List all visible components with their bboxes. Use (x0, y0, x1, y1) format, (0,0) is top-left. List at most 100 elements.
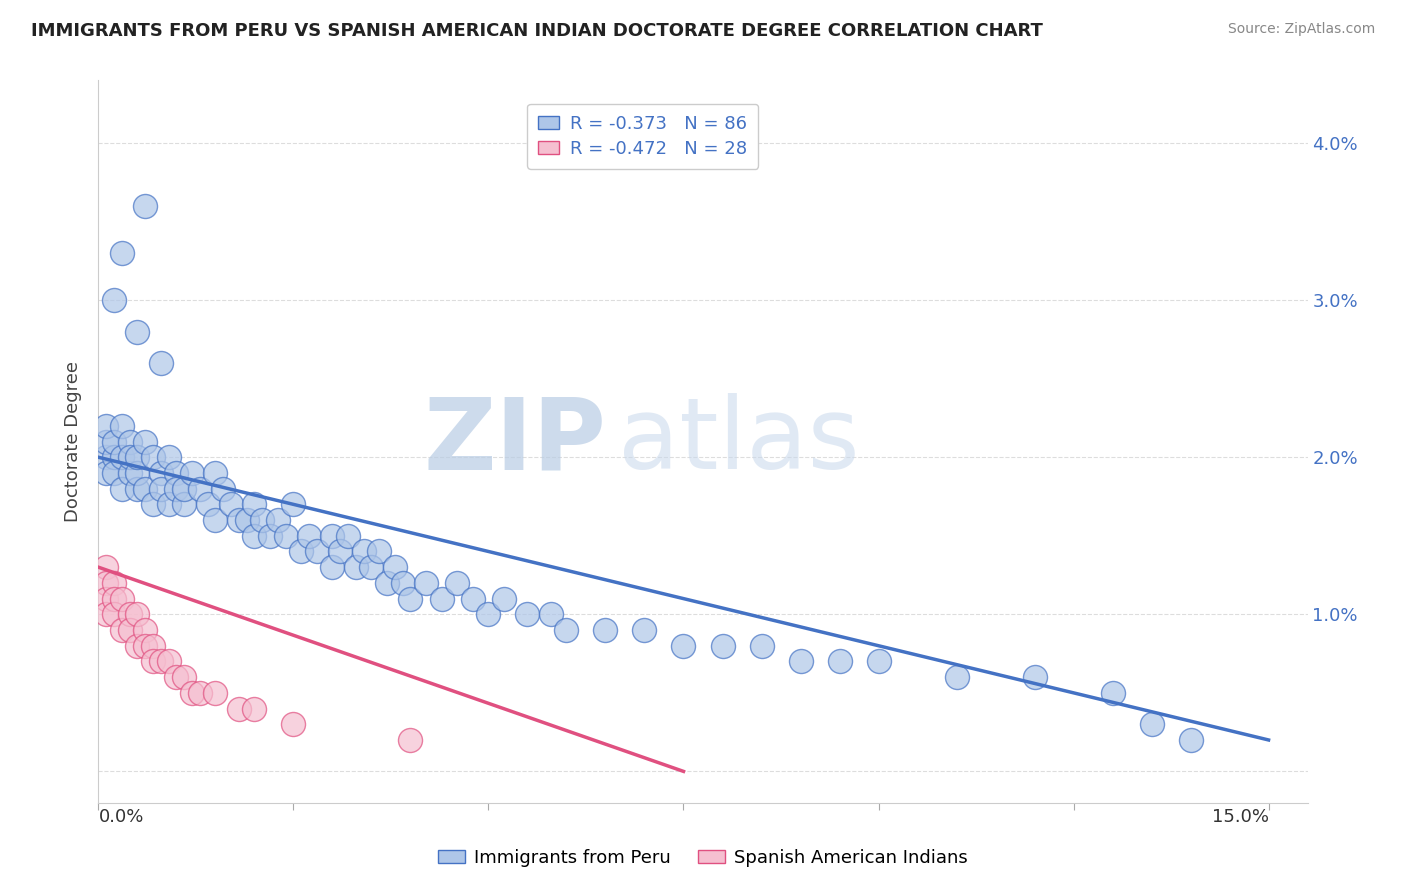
Point (305, 544, 328, 558)
Point (212, 482, 235, 496)
Point (118, 623, 141, 637)
Point (415, 575, 437, 590)
Point (142, 655, 165, 669)
Point (96, 466, 118, 480)
Point (149, 466, 172, 480)
Point (127, 607, 149, 622)
Point (1140, 717, 1163, 731)
Point (321, 560, 343, 574)
Point (243, 497, 266, 511)
Point (118, 607, 141, 622)
Point (127, 325, 149, 339)
Point (96, 560, 118, 574)
Point (368, 544, 391, 558)
Point (828, 655, 851, 669)
Point (111, 591, 134, 606)
Legend: R = -0.373   N = 86, R = -0.472   N = 28: R = -0.373 N = 86, R = -0.472 N = 28 (527, 103, 758, 169)
Point (118, 450, 141, 465)
Point (375, 575, 398, 590)
Point (134, 623, 156, 637)
Point (344, 560, 367, 574)
Point (477, 607, 499, 622)
Point (751, 639, 773, 653)
Point (204, 466, 226, 480)
Text: 0.0%: 0.0% (98, 808, 143, 826)
Point (228, 701, 250, 715)
Point (274, 529, 297, 543)
Legend: Immigrants from Peru, Spanish American Indians: Immigrants from Peru, Spanish American I… (430, 842, 976, 874)
Point (118, 466, 141, 480)
Point (391, 575, 413, 590)
Point (181, 466, 204, 480)
Point (157, 450, 180, 465)
Point (111, 246, 134, 260)
Text: Source: ZipAtlas.com: Source: ZipAtlas.com (1227, 22, 1375, 37)
Point (134, 482, 156, 496)
Point (96, 591, 118, 606)
Point (298, 529, 321, 543)
Point (142, 450, 165, 465)
Point (219, 497, 242, 511)
Text: 15.0%: 15.0% (1212, 808, 1268, 826)
Point (173, 482, 195, 496)
Point (96, 418, 118, 433)
Text: IMMIGRANTS FROM PERU VS SPANISH AMERICAN INDIAN DOCTORATE DEGREE CORRELATION CHA: IMMIGRANTS FROM PERU VS SPANISH AMERICAN… (31, 22, 1043, 40)
Point (283, 717, 305, 731)
Point (134, 199, 156, 213)
Point (157, 497, 180, 511)
Point (96, 434, 118, 449)
Point (188, 686, 211, 700)
Y-axis label: Doctorate Degree: Doctorate Degree (65, 361, 83, 522)
Point (165, 466, 187, 480)
Point (360, 560, 382, 574)
Point (252, 513, 274, 527)
Point (96, 450, 118, 465)
Point (283, 497, 305, 511)
Point (399, 591, 422, 606)
Point (127, 639, 149, 653)
Point (197, 497, 219, 511)
Point (267, 513, 290, 527)
Point (204, 686, 226, 700)
Point (711, 639, 734, 653)
Point (165, 670, 187, 684)
Point (111, 623, 134, 637)
Point (337, 529, 360, 543)
Point (353, 544, 375, 558)
Point (142, 639, 165, 653)
Point (149, 482, 172, 496)
Point (127, 466, 149, 480)
Point (204, 513, 226, 527)
Point (181, 686, 204, 700)
Point (96, 607, 118, 622)
Point (235, 513, 257, 527)
Point (173, 670, 195, 684)
Point (290, 544, 312, 558)
Point (96, 575, 118, 590)
Point (173, 497, 195, 511)
Point (243, 529, 266, 543)
Point (516, 607, 538, 622)
Point (540, 607, 562, 622)
Point (157, 655, 180, 669)
Point (1024, 670, 1046, 684)
Text: ZIP: ZIP (423, 393, 606, 490)
Point (461, 591, 484, 606)
Point (1101, 686, 1123, 700)
Point (134, 639, 156, 653)
Point (103, 450, 125, 465)
Point (103, 434, 125, 449)
Point (165, 482, 187, 496)
Point (789, 655, 811, 669)
Point (103, 293, 125, 308)
Point (329, 544, 352, 558)
Point (399, 733, 422, 747)
Point (118, 434, 141, 449)
Point (103, 466, 125, 480)
Point (103, 607, 125, 622)
Point (149, 655, 172, 669)
Point (494, 591, 516, 606)
Text: atlas: atlas (619, 393, 860, 490)
Point (149, 356, 172, 370)
Point (134, 434, 156, 449)
